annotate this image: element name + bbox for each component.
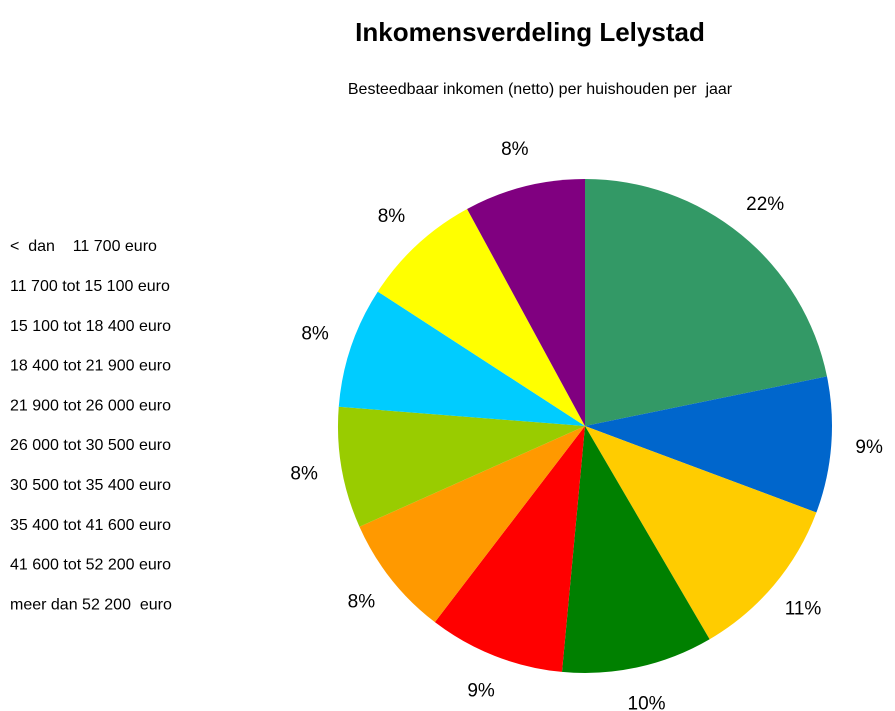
pie-slice [338,406,585,527]
pie-slice [359,426,585,623]
legend-entry: 30 500 tot 35 400 euro [10,477,171,494]
legend-entry: < dan 11 700 euro [10,238,157,255]
data-label: 9% [855,437,883,458]
legend-entry: 35 400 tot 41 600 euro [10,517,171,534]
data-label: 8% [378,206,406,227]
pie-slice [467,179,585,426]
legend-entry: 11 700 tot 15 100 euro [10,278,170,295]
pie-slice [585,179,827,426]
data-label: 8% [290,464,318,485]
legend-entry: 21 900 tot 26 000 euro [10,397,171,414]
pie-slice [561,426,710,673]
pie-slice [434,426,585,672]
pie-slice [338,291,585,426]
legend-entry: 26 000 tot 30 500 euro [10,437,171,454]
pie-slice [585,426,817,640]
data-label: 8% [501,139,529,160]
legend-entry: meer dan 52 200 euro [10,596,172,613]
data-label: 8% [348,592,376,613]
chart-subtitle: Besteedbaar inkomen (netto) per huishoud… [348,81,733,98]
chart-title: Inkomensverdeling Lelystad [355,17,705,47]
legend-entry: 15 100 tot 18 400 euro [10,318,171,335]
pie-slice [377,208,585,426]
data-label: 10% [628,693,666,711]
data-label: 9% [467,680,495,701]
data-label: 8% [301,324,329,345]
legend-entry: 18 400 tot 21 900 euro [10,358,171,375]
pie-slice [585,376,832,513]
data-label: 22% [746,194,784,215]
data-label: 11% [785,599,822,620]
legend-entry: 41 600 tot 52 200 euro [10,557,171,574]
